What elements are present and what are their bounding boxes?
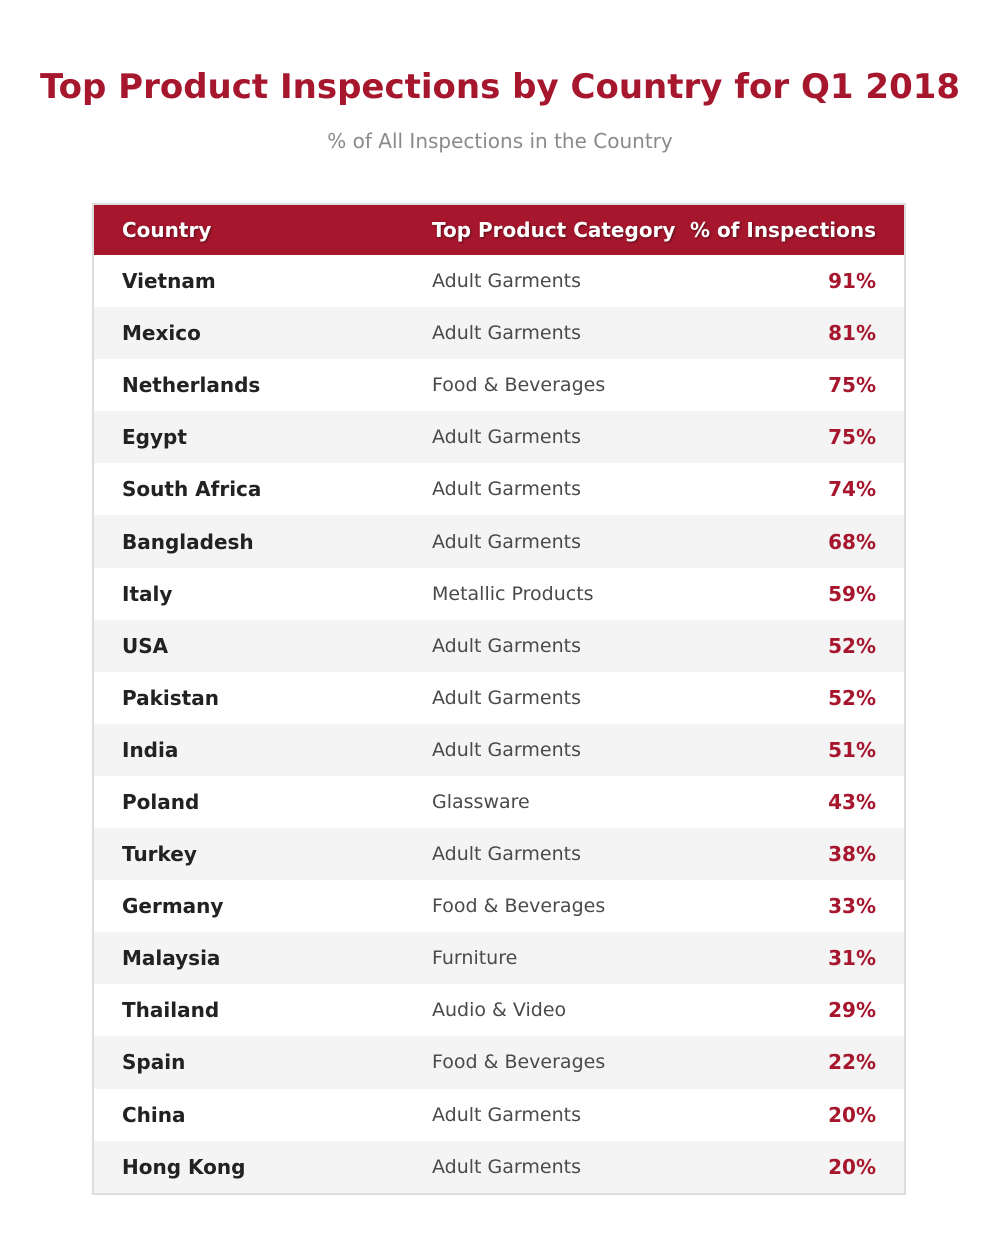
country-cell: Mexico — [122, 321, 201, 346]
percent-cell: 20% — [828, 1102, 876, 1127]
table-row: Spain Food & Beverages 22% — [94, 1036, 904, 1089]
percent-cell: 52% — [828, 633, 876, 658]
country-cell: China — [122, 1102, 186, 1127]
table-row: Bangladesh Adult Garments 68% — [94, 515, 904, 568]
table-row: Mexico Adult Garments 81% — [94, 307, 904, 360]
country-cell: India — [122, 737, 179, 762]
country-cell: Spain — [122, 1050, 186, 1075]
percent-cell: 59% — [828, 581, 876, 606]
percent-cell: 52% — [828, 685, 876, 710]
header-country: Country — [122, 218, 212, 242]
table-row: Poland Glassware 43% — [94, 775, 904, 829]
category-cell: Adult Garments — [432, 270, 581, 293]
percent-cell: 29% — [828, 998, 876, 1023]
country-cell: Italy — [122, 581, 173, 606]
category-cell: Adult Garments — [432, 426, 581, 449]
table-row: South Africa Adult Garments 74% — [94, 463, 904, 516]
country-cell: Vietnam — [122, 269, 216, 294]
percent-cell: 20% — [828, 1154, 876, 1179]
percent-cell: 68% — [828, 529, 876, 554]
chart-subtitle: % of All Inspections in the Country — [327, 129, 673, 153]
category-cell: Adult Garments — [432, 686, 581, 709]
table-row: Germany Food & Beverages 33% — [94, 880, 904, 933]
percent-cell: 91% — [828, 269, 876, 294]
country-cell: USA — [122, 633, 169, 658]
table-body: Vietnam Adult Garments 91% Mexico Adult Garm… — [94, 255, 904, 1193]
table-row: Pakistan Adult Garments 52% — [94, 671, 904, 724]
table-row: Egypt Adult Garments 75% — [94, 411, 904, 464]
table-row: Netherlands Food & Beverages 75% — [94, 359, 904, 412]
country-cell: Hong Kong — [122, 1154, 246, 1179]
category-cell: Adult Garments — [432, 478, 581, 501]
header-row: Country Top Product Category % of Inspec… — [94, 205, 904, 255]
header-percent: % of Inspections — [689, 218, 876, 242]
category-cell: Adult Garments — [432, 738, 581, 761]
percent-cell: 43% — [828, 789, 876, 814]
table-row: India Adult Garments 51% — [94, 723, 904, 776]
country-cell: Malaysia — [122, 946, 221, 971]
country-cell: South Africa — [122, 477, 262, 502]
percent-cell: 81% — [828, 321, 876, 346]
table-header: Country Top Product Category % of Inspec… — [94, 205, 904, 255]
inspections-table: Country Top Product Category % of Inspec… — [94, 205, 904, 1193]
country-cell: Bangladesh — [122, 529, 254, 554]
percent-cell: 75% — [828, 373, 876, 398]
table-row: Thailand Audio & Video 29% — [94, 984, 904, 1037]
percent-cell: 22% — [828, 1050, 876, 1075]
category-cell: Adult Garments — [432, 1103, 581, 1126]
category-cell: Adult Garments — [432, 530, 581, 553]
percent-cell: 33% — [828, 894, 876, 919]
country-cell: Pakistan — [122, 685, 219, 710]
category-cell: Adult Garments — [432, 843, 581, 866]
category-cell: Metallic Products — [432, 582, 594, 605]
table-row: Hong Kong Adult Garments 20% — [94, 1140, 904, 1193]
category-cell: Adult Garments — [432, 634, 581, 657]
country-cell: Egypt — [122, 425, 187, 450]
percent-cell: 74% — [828, 477, 876, 502]
category-cell: Furniture — [432, 947, 518, 970]
table-row: Malaysia Furniture 31% — [94, 932, 904, 985]
table-row: China Adult Garments 20% — [94, 1088, 904, 1141]
table-row: Turkey Adult Garments 38% — [94, 828, 904, 881]
country-cell: Poland — [122, 789, 200, 814]
table-row: Vietnam Adult Garments 91% — [94, 255, 904, 308]
category-cell: Glassware — [432, 790, 530, 813]
country-cell: Turkey — [122, 842, 197, 867]
category-cell: Adult Garments — [432, 1155, 581, 1178]
country-cell: Netherlands — [122, 373, 261, 398]
chart-title: Top Product Inspections by Country for Q… — [39, 67, 961, 107]
table-row: USA Adult Garments 52% — [94, 619, 904, 672]
percent-cell: 51% — [828, 737, 876, 762]
country-cell: Thailand — [122, 998, 220, 1023]
category-cell: Food & Beverages — [432, 895, 606, 918]
country-cell: Germany — [122, 894, 224, 919]
category-cell: Audio & Video — [432, 999, 567, 1022]
percent-cell: 75% — [828, 425, 876, 450]
inspections-table-container: Country Top Product Category % of Inspec… — [92, 203, 906, 1195]
percent-cell: 31% — [828, 946, 876, 971]
percent-cell: 38% — [828, 842, 876, 867]
category-cell: Food & Beverages — [432, 1051, 606, 1074]
category-cell: Adult Garments — [432, 322, 581, 345]
table-row: Italy Metallic Products 59% — [94, 567, 904, 620]
category-cell: Food & Beverages — [432, 374, 606, 397]
header-category: Top Product Category — [432, 218, 676, 242]
